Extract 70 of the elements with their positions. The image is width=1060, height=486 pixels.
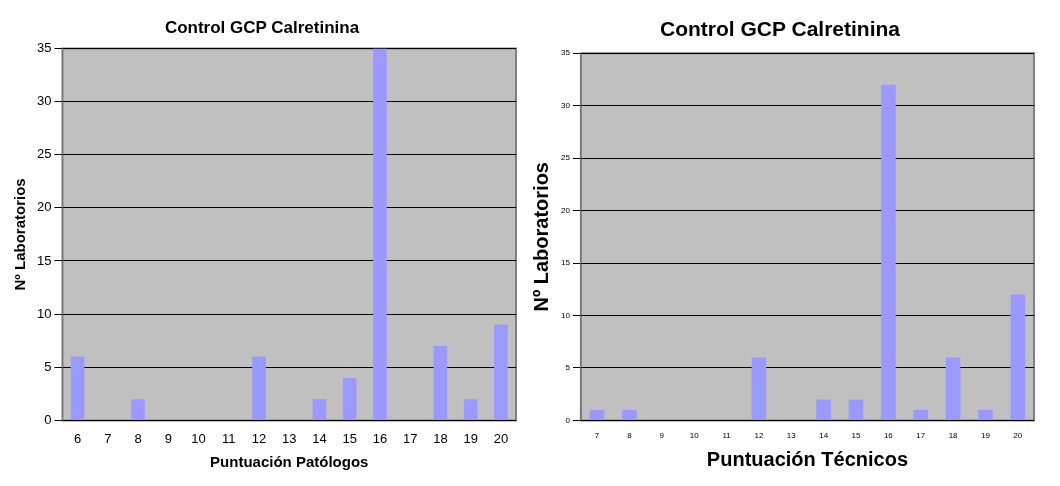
y-tick-label: 10 xyxy=(36,305,52,321)
x-tick-label: 15 xyxy=(342,430,357,446)
y-axis-title: Nº Laboratorios xyxy=(529,162,552,312)
x-axis-title: Puntuación Técnicos xyxy=(706,447,909,470)
x-tick-label: 13 xyxy=(786,431,797,441)
y-tick-label: 5 xyxy=(565,363,571,373)
bar xyxy=(433,346,448,420)
chart-title: Control GCP Calretinina xyxy=(660,17,901,41)
x-tick-label: 12 xyxy=(251,430,267,446)
x-tick-label: 6 xyxy=(73,430,82,446)
bar xyxy=(463,399,478,420)
x-tick-label: 14 xyxy=(312,430,327,446)
bar xyxy=(945,357,961,420)
y-tick-label: 15 xyxy=(560,258,571,268)
x-tick-label: 10 xyxy=(689,431,700,441)
chart-title: Control GCP Calretinina xyxy=(164,17,360,37)
x-tick-label: 19 xyxy=(463,430,478,446)
x-tick-label: 17 xyxy=(402,430,418,446)
x-tick-label: 9 xyxy=(164,430,172,446)
y-tick-label: 20 xyxy=(36,199,52,215)
y-axis-title: Nº Laboratorios xyxy=(11,178,29,291)
x-tick-label: 8 xyxy=(134,430,142,446)
x-tick-label: 8 xyxy=(627,431,633,441)
bar xyxy=(848,399,864,420)
y-tick-label: 25 xyxy=(560,153,571,163)
bar xyxy=(881,84,896,420)
y-tick-label: 30 xyxy=(560,100,571,110)
y-tick-label: 35 xyxy=(36,39,52,55)
y-tick-label: 20 xyxy=(560,205,571,215)
x-tick-label: 19 xyxy=(981,431,991,441)
x-tick-label: 16 xyxy=(883,431,894,441)
bar xyxy=(751,357,767,420)
x-tick-label: 18 xyxy=(433,430,448,446)
x-tick-label: 10 xyxy=(191,430,206,446)
bar xyxy=(589,409,605,420)
x-tick-label: 16 xyxy=(372,430,388,446)
y-tick-label: 30 xyxy=(36,93,52,109)
bar xyxy=(312,399,327,420)
x-tick-label: 20 xyxy=(493,430,509,446)
y-tick-label: 25 xyxy=(36,146,52,162)
y-tick-label: 0 xyxy=(565,415,571,425)
bar xyxy=(342,377,357,420)
bar xyxy=(816,399,831,420)
bar xyxy=(373,48,387,420)
x-tick-label: 14 xyxy=(819,431,829,441)
y-tick-label: 0 xyxy=(44,411,52,427)
x-tick-label: 18 xyxy=(948,431,959,441)
y-tick-label: 15 xyxy=(36,252,52,268)
x-tick-label: 7 xyxy=(594,431,600,441)
bar xyxy=(70,356,85,420)
y-tick-label: 10 xyxy=(560,310,571,320)
bar xyxy=(913,409,929,420)
x-tick-label: 12 xyxy=(754,431,764,441)
y-tick-label: 5 xyxy=(44,358,52,374)
bar xyxy=(131,399,145,420)
x-tick-label: 7 xyxy=(104,430,112,446)
x-tick-label: 11 xyxy=(722,431,732,441)
bar xyxy=(1010,294,1026,420)
bar xyxy=(978,409,993,420)
x-tick-label: 15 xyxy=(851,431,861,441)
x-tick-label: 17 xyxy=(916,431,926,441)
bar xyxy=(252,356,266,420)
x-tick-label: 9 xyxy=(659,431,665,441)
x-axis-title: Puntuación Patólogos xyxy=(210,453,369,471)
x-tick-label: 20 xyxy=(1013,431,1023,441)
y-tick-label: 35 xyxy=(560,48,571,58)
x-tick-label: 13 xyxy=(282,430,297,446)
bar xyxy=(494,324,508,420)
bar xyxy=(622,409,637,420)
x-tick-label: 11 xyxy=(222,430,236,446)
